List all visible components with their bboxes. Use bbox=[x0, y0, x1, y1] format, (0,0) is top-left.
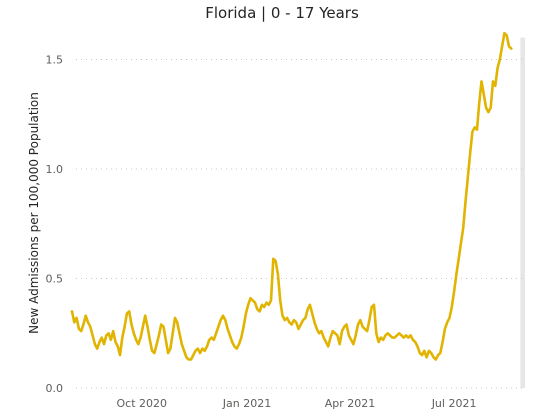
x-tick-label: Jul 2021 bbox=[431, 397, 477, 410]
series-layer bbox=[70, 31, 513, 361]
grid-lines bbox=[76, 59, 525, 389]
x-tick-labels: Oct 2020 Jan 2021 Apr 2021 Jul 2021 bbox=[117, 397, 477, 410]
series-line bbox=[70, 31, 513, 361]
y-tick-label: 1.0 bbox=[46, 163, 64, 176]
x-tick-label: Jan 2021 bbox=[222, 397, 271, 410]
y-axis-title: New Admissions per 100,000 Population bbox=[27, 92, 41, 334]
y-tick-labels: 0.0 0.5 1.0 1.5 bbox=[46, 54, 64, 396]
x-tick-label: Oct 2020 bbox=[117, 397, 168, 410]
y-tick-label: 0.5 bbox=[46, 273, 64, 286]
chart-title: Florida | 0 - 17 Years bbox=[205, 4, 359, 22]
x-tick-label: Apr 2021 bbox=[325, 397, 376, 410]
y-tick-label: 0.0 bbox=[46, 382, 64, 395]
shaded-period bbox=[520, 37, 525, 388]
y-tick-label: 1.5 bbox=[46, 54, 64, 67]
